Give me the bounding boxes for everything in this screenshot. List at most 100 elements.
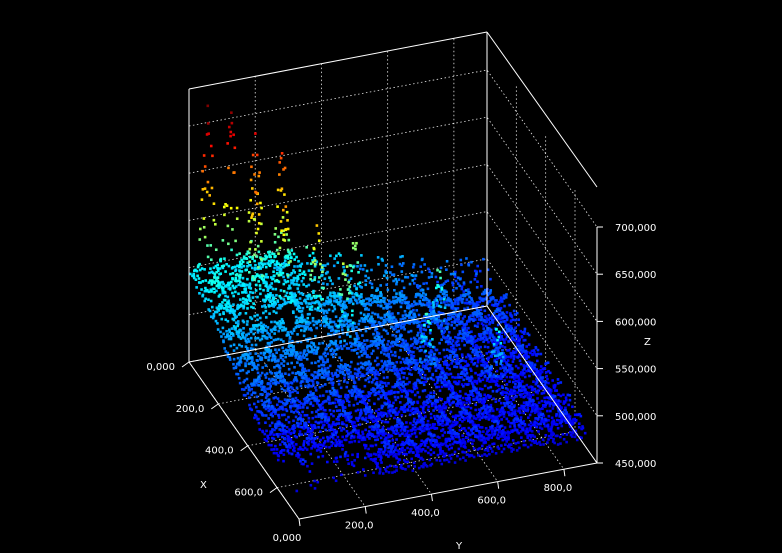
surface-point — [536, 384, 540, 388]
surface-point — [298, 297, 302, 300]
surface-point — [447, 363, 451, 367]
surface-point — [355, 241, 358, 245]
surface-point — [395, 384, 398, 387]
surface-point — [474, 339, 477, 343]
surface-point — [488, 375, 491, 378]
surface-point — [478, 387, 482, 391]
surface-point — [354, 397, 358, 401]
surface-point — [493, 338, 497, 341]
surface-point — [225, 305, 228, 308]
surface-point — [529, 421, 533, 424]
surface-point — [333, 292, 337, 295]
surface-point — [270, 330, 274, 333]
surface-point — [503, 410, 507, 414]
surface-point — [286, 352, 290, 355]
surface-point — [427, 325, 430, 328]
surface-point — [244, 298, 248, 302]
surface-point — [489, 298, 493, 301]
surface-point — [236, 324, 239, 328]
surface-point — [395, 323, 398, 327]
surface-point — [198, 291, 201, 295]
surface-point — [532, 372, 536, 376]
surface-point — [298, 320, 301, 324]
surface-point — [227, 166, 230, 170]
surface-point — [306, 305, 309, 308]
surface-point — [427, 267, 430, 271]
surface-point — [277, 337, 280, 341]
surface-point — [580, 436, 583, 440]
surface-point — [209, 267, 212, 270]
surface-point — [217, 283, 220, 287]
surface-point — [349, 298, 353, 301]
surface-point — [264, 298, 267, 302]
surface-point — [495, 360, 498, 364]
surface-point — [326, 360, 329, 363]
surface-point — [273, 274, 276, 278]
surface-point — [433, 383, 437, 386]
surface-point — [423, 315, 426, 318]
surface-point — [349, 335, 352, 338]
surface-point — [544, 403, 547, 407]
surface-point — [282, 233, 286, 237]
surface-point — [360, 341, 364, 345]
surface-point — [468, 339, 472, 343]
surface-point — [415, 359, 418, 362]
surface-point — [469, 390, 472, 393]
surface-point — [346, 319, 350, 323]
surface-point — [504, 324, 508, 328]
surface-point — [272, 310, 276, 313]
surface-point — [498, 338, 502, 342]
surface-point — [458, 329, 462, 333]
surface-point — [337, 346, 341, 350]
surface-point — [503, 426, 507, 429]
surface-point — [360, 302, 364, 306]
surface-point — [490, 339, 493, 342]
surface-point — [445, 259, 449, 263]
surface-point — [403, 316, 407, 320]
surface-point — [196, 274, 199, 278]
surface-point — [341, 328, 344, 332]
surface-point — [288, 284, 291, 288]
surface-point — [497, 399, 501, 402]
surface-point — [453, 312, 456, 316]
surface-point — [393, 364, 397, 368]
surface-point — [271, 287, 275, 291]
surface-point — [435, 316, 438, 319]
surface-point — [406, 359, 409, 363]
surface-point — [483, 393, 486, 397]
surface-point — [444, 359, 447, 363]
surface-point — [440, 286, 444, 290]
surface-point — [419, 345, 422, 349]
surface-point — [205, 133, 209, 136]
surface-point — [550, 425, 553, 429]
surface-point — [260, 274, 264, 277]
surface-point — [209, 144, 213, 148]
surface-point — [212, 266, 216, 270]
surface-point — [424, 349, 427, 353]
surface-point — [414, 338, 417, 341]
surface-point — [330, 320, 333, 324]
surface-point — [220, 265, 224, 268]
surface-point — [401, 255, 404, 258]
surface-point — [260, 277, 264, 281]
surface-point — [456, 376, 460, 379]
surface-point — [416, 340, 420, 344]
surface-point — [346, 313, 349, 316]
surface-point — [451, 288, 455, 292]
surface-point — [316, 376, 319, 380]
surface-point — [351, 242, 355, 245]
surface-point — [496, 417, 499, 421]
surface-point — [226, 355, 230, 358]
surface-point — [370, 368, 374, 372]
surface-point — [288, 344, 291, 347]
surface-point — [505, 362, 509, 365]
surface-point — [496, 302, 500, 306]
surface-point — [463, 418, 466, 422]
surface-point — [494, 374, 498, 378]
surface-point — [528, 361, 532, 365]
surface-point — [501, 375, 505, 378]
surface-point — [529, 393, 532, 397]
surface-point — [461, 270, 465, 274]
surface-point — [519, 329, 523, 333]
surface-point — [408, 322, 412, 325]
